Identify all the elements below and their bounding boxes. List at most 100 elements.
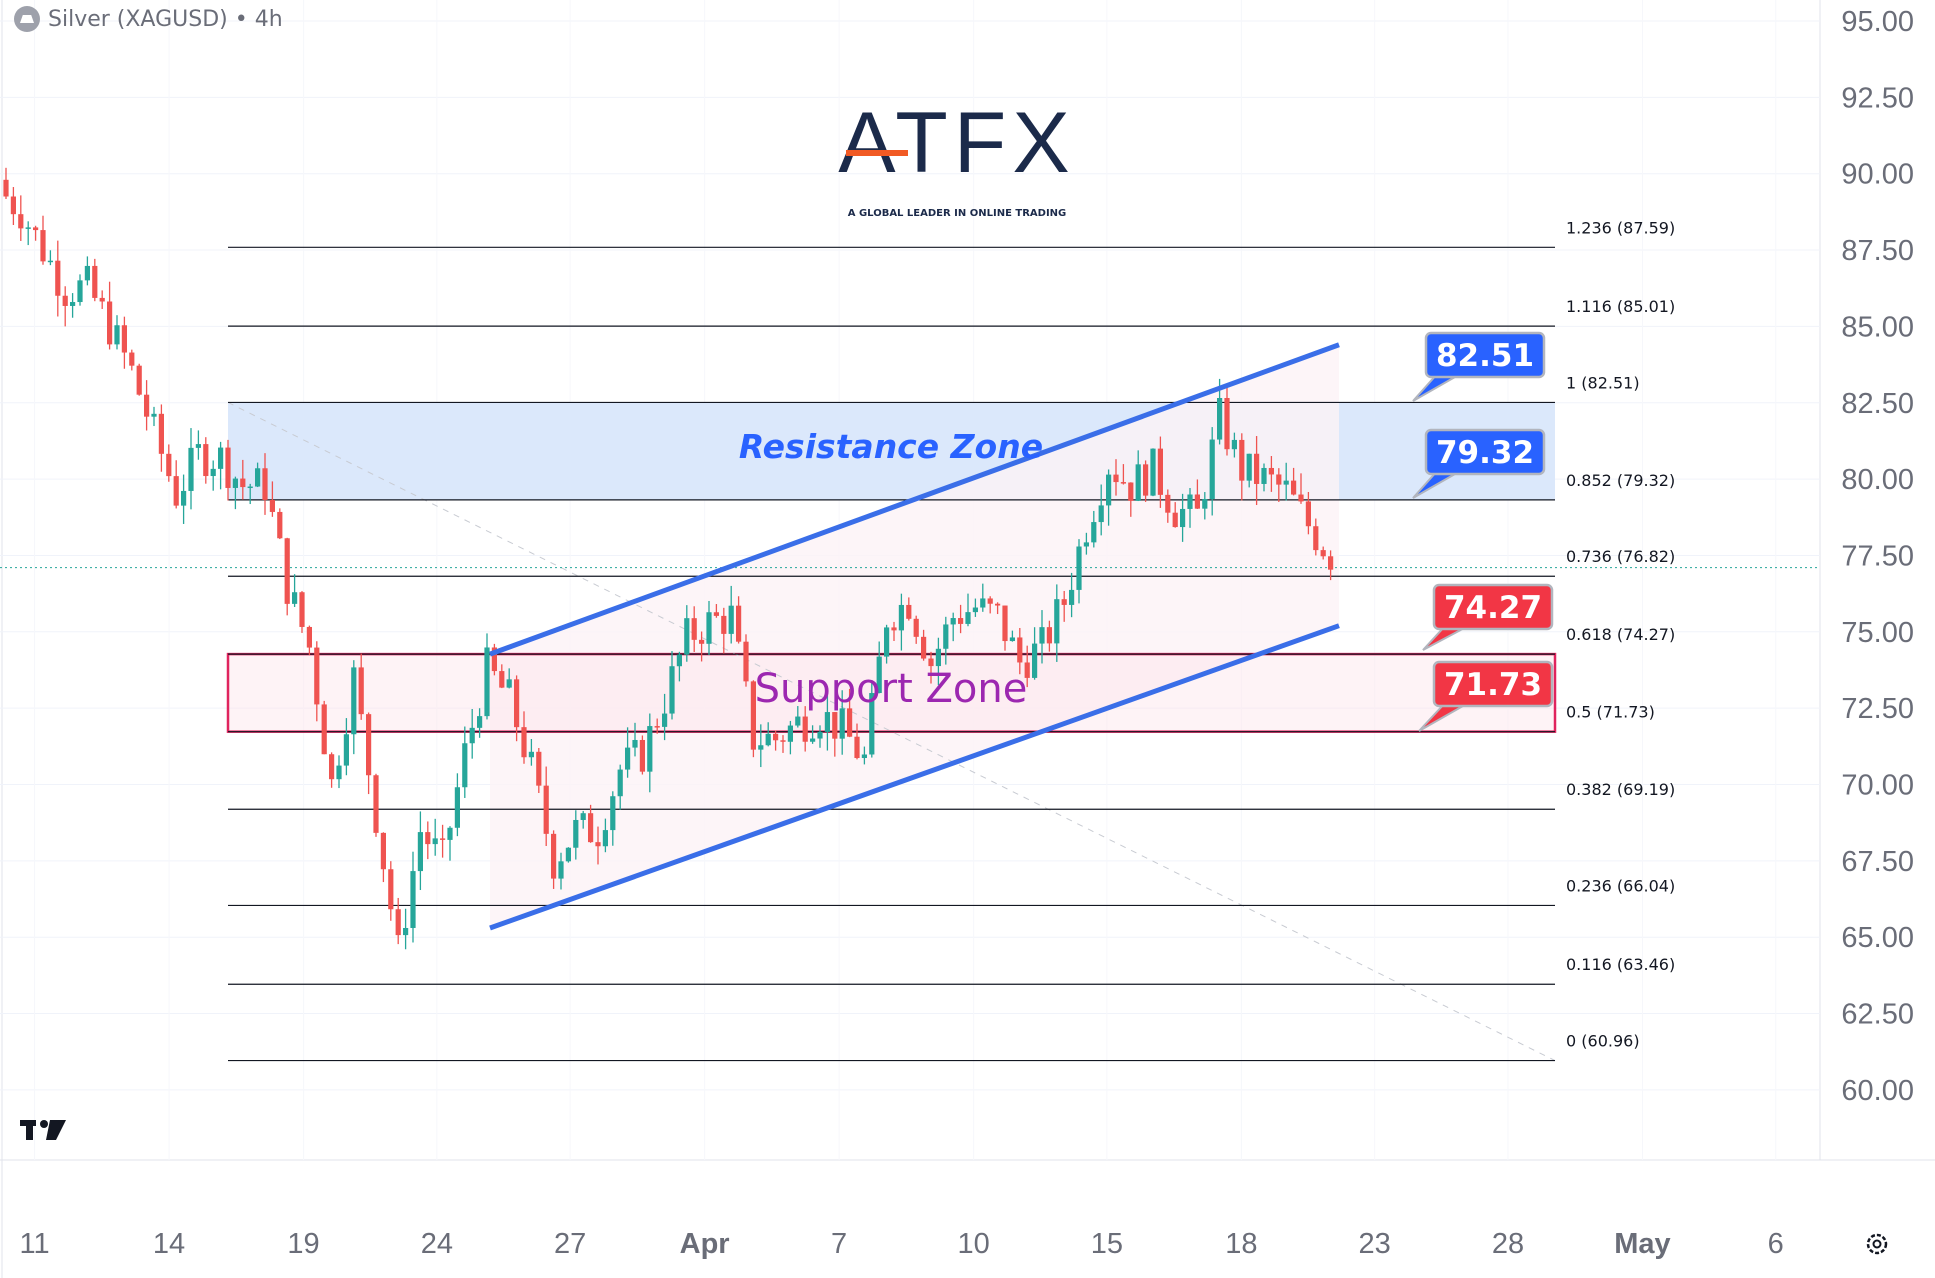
candles	[3, 167, 1334, 950]
candle-body	[869, 693, 875, 755]
candle-body	[758, 745, 764, 750]
fib-level-label: 0.382 (69.19)	[1566, 780, 1675, 799]
candle-body	[158, 413, 164, 454]
candle-body	[1261, 467, 1267, 484]
gear-icon[interactable]	[1866, 1233, 1888, 1255]
candle-body	[173, 476, 179, 506]
time-tick-label: 6	[1768, 1228, 1784, 1260]
candle-body	[277, 511, 283, 539]
candle-body	[514, 679, 520, 728]
candle-body	[218, 447, 224, 469]
candle-body	[1298, 494, 1304, 502]
candle-body	[817, 731, 823, 739]
candle-body	[958, 618, 964, 624]
callout-box	[1424, 428, 1546, 476]
candle-body	[358, 667, 364, 715]
tradingview-logo[interactable]	[20, 1120, 66, 1140]
candle-body	[181, 490, 187, 506]
candle-body	[639, 739, 645, 772]
time-tick-label: May	[1614, 1228, 1670, 1260]
candle-body	[299, 592, 305, 627]
candle-body	[1268, 467, 1274, 475]
candle-body	[1305, 501, 1311, 527]
symbol-header[interactable]: Silver (XAGUSD) • 4h	[14, 6, 283, 32]
candle-body	[1128, 482, 1134, 501]
fib-retracement[interactable]: 1.236 (87.59) 1.116 (85.01) 1 (82.51) 0.852…	[0, 218, 1820, 1062]
candle-body	[824, 712, 830, 732]
candle-body	[565, 847, 571, 862]
candle-body	[55, 260, 61, 296]
silver-bars-icon	[14, 6, 40, 32]
candle-body	[543, 785, 549, 834]
candle-body	[25, 227, 31, 229]
time-tick-label: 19	[287, 1228, 319, 1260]
candle-body	[847, 708, 853, 737]
time-tick-label: 7	[831, 1228, 847, 1260]
time-tick-label: 11	[19, 1228, 49, 1260]
price-tick-label: 75.00	[1841, 617, 1914, 649]
candle-body	[728, 605, 734, 634]
callout-price: 82.51	[1436, 338, 1534, 374]
price-tick-label: 85.00	[1841, 311, 1914, 343]
candle-body	[898, 604, 904, 631]
candle-body	[366, 714, 372, 776]
candle-body	[1106, 474, 1112, 506]
candle-body	[1069, 589, 1075, 605]
candle-body	[691, 618, 697, 640]
channel[interactable]: Resistance Zone Support Zone	[489, 342, 1340, 931]
atfx-brand: ATFX	[838, 95, 1075, 191]
candle-body	[1143, 464, 1149, 496]
candle-body	[558, 861, 564, 879]
price-tick-label: 82.50	[1841, 388, 1914, 420]
candle-body	[107, 301, 113, 345]
candle-body	[47, 260, 53, 263]
candle-body	[884, 627, 890, 657]
candle-body	[625, 747, 631, 770]
price-tick-label: 72.50	[1841, 693, 1914, 725]
candle-body	[995, 603, 1001, 606]
candle-body	[210, 468, 216, 477]
candle-body	[610, 796, 616, 831]
fib-level-label: 1.236 (87.59)	[1566, 218, 1675, 237]
candle-body	[292, 592, 298, 604]
support-zone	[226, 652, 1557, 733]
candle-body	[965, 612, 971, 624]
candle-body	[906, 604, 912, 619]
candle-body	[195, 444, 201, 448]
candle-body	[188, 447, 194, 491]
candle-body	[1217, 398, 1223, 440]
support-zone-label: Support Zone	[755, 666, 1028, 712]
candle-body	[1180, 508, 1186, 528]
candle-body	[1150, 448, 1156, 496]
candle-body	[595, 842, 601, 847]
fib-level-label: 1 (82.51)	[1566, 373, 1640, 392]
channel-lower-line	[489, 623, 1340, 931]
candle-body	[861, 754, 867, 759]
candle-body	[750, 681, 756, 750]
candle-body	[33, 227, 39, 231]
time-axis[interactable]: 11 14 19 24 27 Apr 7 10 15 18 23 28 May 6	[19, 1228, 1783, 1260]
candle-body	[1320, 550, 1326, 557]
fib-level-label: 1.116 (85.01)	[1566, 297, 1675, 316]
candle-body	[1046, 627, 1052, 644]
candle-body	[676, 654, 682, 667]
candle-body	[336, 765, 342, 780]
candle-body	[943, 624, 949, 649]
candle-body	[854, 736, 860, 759]
channel-upper-line	[489, 342, 1340, 657]
time-tick-label: 23	[1359, 1228, 1391, 1260]
candle-body	[662, 713, 668, 727]
candle-body	[70, 302, 76, 306]
candle-body	[343, 734, 349, 766]
candle-body	[121, 325, 127, 353]
price-axis[interactable]: 95.00 92.50 90.00 87.50 85.00 82.50 80.00 77.50…	[1841, 6, 1914, 1107]
price-tick-label: 70.00	[1841, 770, 1914, 802]
candle-body	[669, 666, 675, 714]
candle-body	[351, 667, 357, 735]
candle-body	[1135, 464, 1141, 501]
candle-body	[477, 716, 483, 728]
candle-body	[1039, 627, 1045, 644]
candle-body	[1024, 662, 1030, 678]
candle-body	[129, 352, 135, 366]
